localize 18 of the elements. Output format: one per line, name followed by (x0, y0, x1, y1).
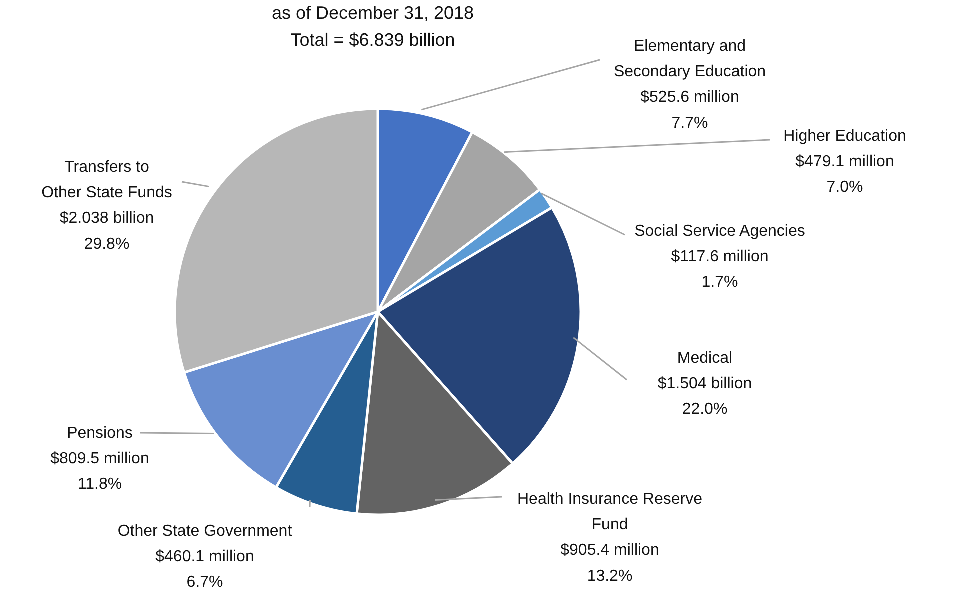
data-label: $2.038 billion 29.8% (60, 210, 154, 253)
slice-label: Health Insurance Reserve Fund (518, 491, 703, 534)
slice-label: Pensions (67, 425, 133, 442)
data-label: $479.1 million 7.0% (796, 154, 894, 196)
text: Total = $6.839 billion (290, 30, 456, 50)
chart-subtitle: as of December 31, 2018 (270, 2, 476, 25)
slice-label: Social Service Agencies (634, 223, 806, 240)
data-label: $460.1 million 6.7% (156, 548, 254, 592)
slice-label: Higher Education (784, 128, 906, 145)
data-label: $905.4 million 13.2% (560, 542, 660, 585)
data-label: $809.5 million 11.8% (50, 450, 150, 494)
slice-label: Other State Government (118, 523, 293, 540)
slice-label: Elementary and Secondary Education (614, 38, 766, 81)
data-label: $117.6 million 1.7% (671, 248, 769, 292)
slice-label: Medical (677, 350, 733, 367)
data-label: $525.6 million 7.7% (640, 89, 740, 132)
slice-label: Transfers to Other State Funds (42, 159, 172, 202)
data-label: $1.504 billion 22.0% (658, 376, 752, 418)
